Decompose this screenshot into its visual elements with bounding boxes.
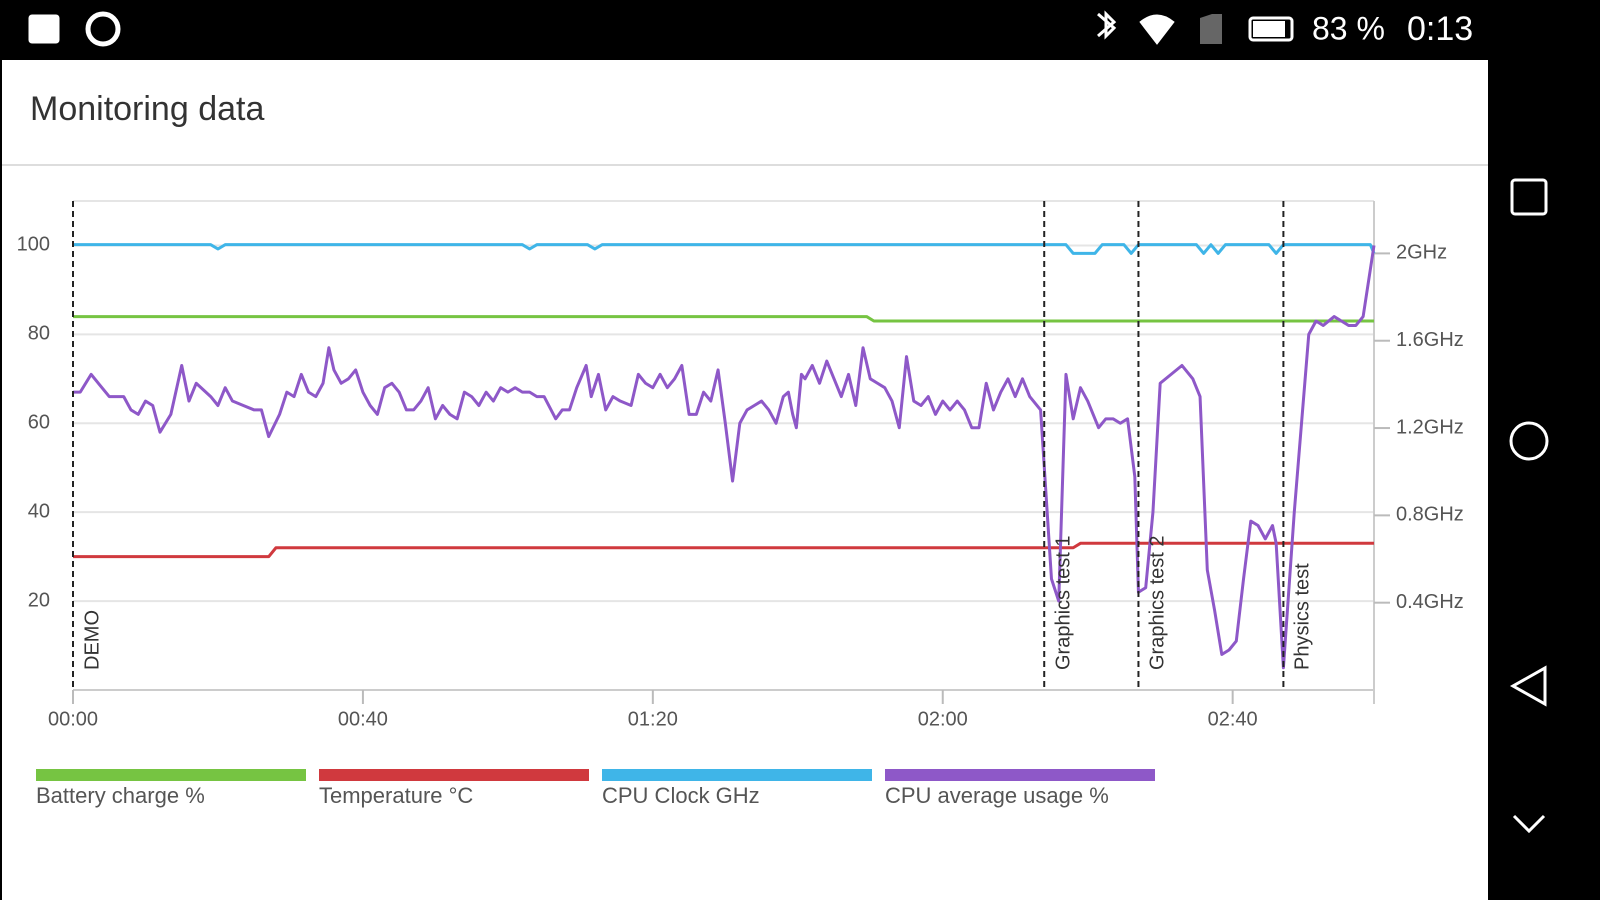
series-line bbox=[73, 541, 1374, 559]
home-button[interactable] bbox=[1509, 421, 1549, 461]
x-tick-label: 00:40 bbox=[338, 708, 388, 730]
battery-icon bbox=[1248, 16, 1294, 42]
gallery-icon bbox=[28, 14, 60, 44]
wifi-icon bbox=[1139, 14, 1175, 45]
sim-icon bbox=[1200, 14, 1222, 44]
y2-tick-label: 2GHz bbox=[1396, 242, 1447, 264]
legend-swatch[interactable] bbox=[885, 769, 1155, 781]
bluetooth-icon bbox=[1097, 10, 1117, 40]
status-icons bbox=[28, 10, 1294, 47]
back-button[interactable] bbox=[1509, 665, 1547, 707]
y2-tick-label: 1.2GHz bbox=[1396, 416, 1464, 438]
y-tick-label: 100 bbox=[17, 234, 50, 256]
x-tick-label: 00:00 bbox=[48, 708, 98, 730]
y-tick-label: 40 bbox=[28, 500, 50, 522]
y2-tick-label: 0.4GHz bbox=[1396, 591, 1464, 613]
chart: 20 40 60 80 100 0.4GHz 0.8GHz 1.2GHz 1.6GHz 2GHz 0… bbox=[17, 200, 1464, 808]
legend-label: CPU average usage % bbox=[885, 783, 1109, 808]
battery-text: 83 % bbox=[1312, 10, 1385, 46]
event-label: Physics test bbox=[1292, 563, 1314, 670]
y-tick-label: 20 bbox=[28, 589, 50, 611]
battery-level bbox=[1253, 21, 1285, 37]
y2-tick-label: 1.6GHz bbox=[1396, 329, 1464, 351]
series-line bbox=[73, 245, 1376, 670]
event-label: Graphics test 2 bbox=[1147, 535, 1169, 670]
legend-label: Battery charge % bbox=[36, 783, 205, 808]
x-tick-label: 01:20 bbox=[628, 708, 678, 730]
card-title: Monitoring data bbox=[30, 90, 264, 128]
legend-label: CPU Clock GHz bbox=[602, 783, 760, 808]
y-tick-label: 80 bbox=[28, 323, 50, 345]
legend-swatch[interactable] bbox=[319, 769, 589, 781]
series-line bbox=[73, 243, 1376, 255]
legend-swatch[interactable] bbox=[36, 769, 306, 781]
y-tick-label: 60 bbox=[28, 412, 50, 434]
event-label: Graphics test 1 bbox=[1053, 535, 1075, 670]
legend-swatch[interactable] bbox=[602, 769, 872, 781]
collapse-button[interactable] bbox=[1512, 814, 1546, 834]
legend-label: Temperature °C bbox=[319, 783, 473, 808]
x-tick-label: 02:40 bbox=[1208, 708, 1258, 730]
y2-tick-label: 0.8GHz bbox=[1396, 504, 1464, 526]
clock: 0:13 bbox=[1407, 10, 1473, 48]
sync-icon bbox=[85, 11, 121, 47]
x-tick-label: 02:00 bbox=[918, 708, 968, 730]
recents-button[interactable] bbox=[1510, 178, 1548, 216]
series-line bbox=[73, 315, 1374, 323]
event-label: DEMO bbox=[81, 610, 103, 670]
